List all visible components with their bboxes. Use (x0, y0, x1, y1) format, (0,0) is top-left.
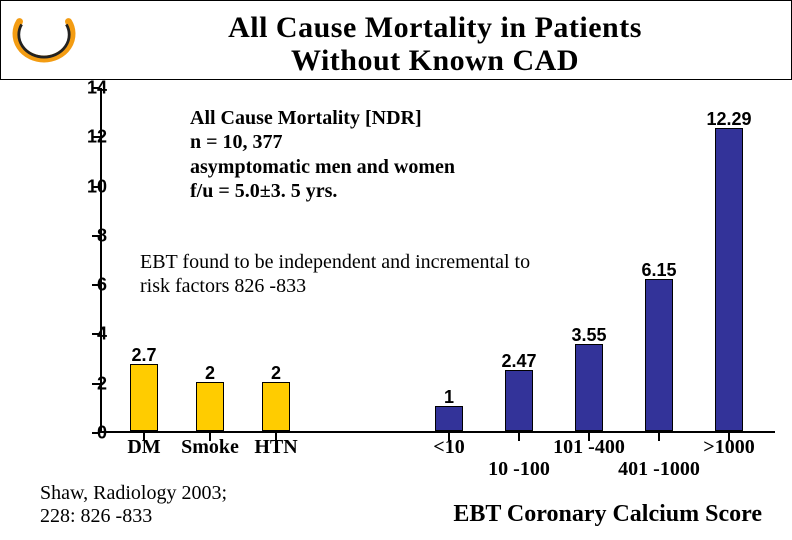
bar (645, 279, 673, 431)
title-line-2: Without Known CAD (291, 44, 579, 77)
citation-line-2: 228: 826 -833 (40, 505, 152, 527)
category-label: DM (127, 436, 160, 459)
category-label: 401 -1000 (618, 458, 700, 481)
category-label: 10 -100 (488, 458, 550, 481)
y-tick-label: 12 (87, 127, 107, 148)
bar-value-label: 3.55 (571, 325, 606, 346)
bar (130, 364, 158, 431)
y-tick-label: 10 (87, 176, 107, 197)
bar (435, 406, 463, 431)
study-line-3: asymptomatic men and women (190, 155, 455, 179)
title-line-1: All Cause Mortality in Patients (228, 11, 642, 44)
category-label: 101 -400 (553, 436, 625, 459)
category-label: <10 (433, 436, 464, 459)
category-label: >1000 (703, 436, 754, 459)
bar-value-label: 2 (205, 363, 215, 384)
study-line-2: n = 10, 377 (190, 130, 455, 154)
bar-value-label: 1 (444, 387, 454, 408)
x-axis-label: EBT Coronary Calcium Score (453, 501, 762, 528)
bar-value-label: 2.7 (131, 345, 156, 366)
category-labels: DM Smoke HTN <10 10 -100101 -400401 -1000>10… (100, 436, 775, 486)
slide-title: All Cause Mortality in Patients Without … (91, 11, 779, 77)
study-info: All Cause Mortality [NDR] n = 10, 377 as… (190, 106, 455, 204)
logo-icon (9, 7, 79, 67)
bar-value-label: 6.15 (641, 260, 676, 281)
bar-value-label: 12.29 (706, 109, 751, 130)
study-line-1: All Cause Mortality [NDR] (190, 106, 455, 130)
y-axis-label: Relative Risk (0, 108, 2, 260)
y-tick-label: 6 (97, 275, 107, 296)
bar (262, 382, 290, 431)
y-tick-label: 14 (87, 78, 107, 99)
citation-line-1: Shaw, Radiology 2003; (40, 482, 227, 504)
ebt-note: EBT found to be independent and incremen… (140, 250, 540, 298)
y-tick-label: 2 (97, 373, 107, 394)
bar (196, 382, 224, 431)
citation: Shaw, Radiology 2003; 228: 826 -833 (40, 482, 227, 528)
bar-value-label: 2 (271, 363, 281, 384)
bar (505, 370, 533, 431)
y-tick-label: 0 (97, 423, 107, 444)
y-tick-label: 8 (97, 225, 107, 246)
title-bar: All Cause Mortality in Patients Without … (0, 0, 792, 80)
category-label: HTN (254, 436, 297, 459)
study-line-4: f/u = 5.0±3. 5 yrs. (190, 179, 455, 203)
bar (575, 344, 603, 431)
category-label: Smoke (181, 436, 239, 459)
bar (715, 128, 743, 431)
x-axis (100, 431, 775, 433)
bar-value-label: 2.47 (501, 351, 536, 372)
y-tick-label: 4 (97, 324, 107, 345)
